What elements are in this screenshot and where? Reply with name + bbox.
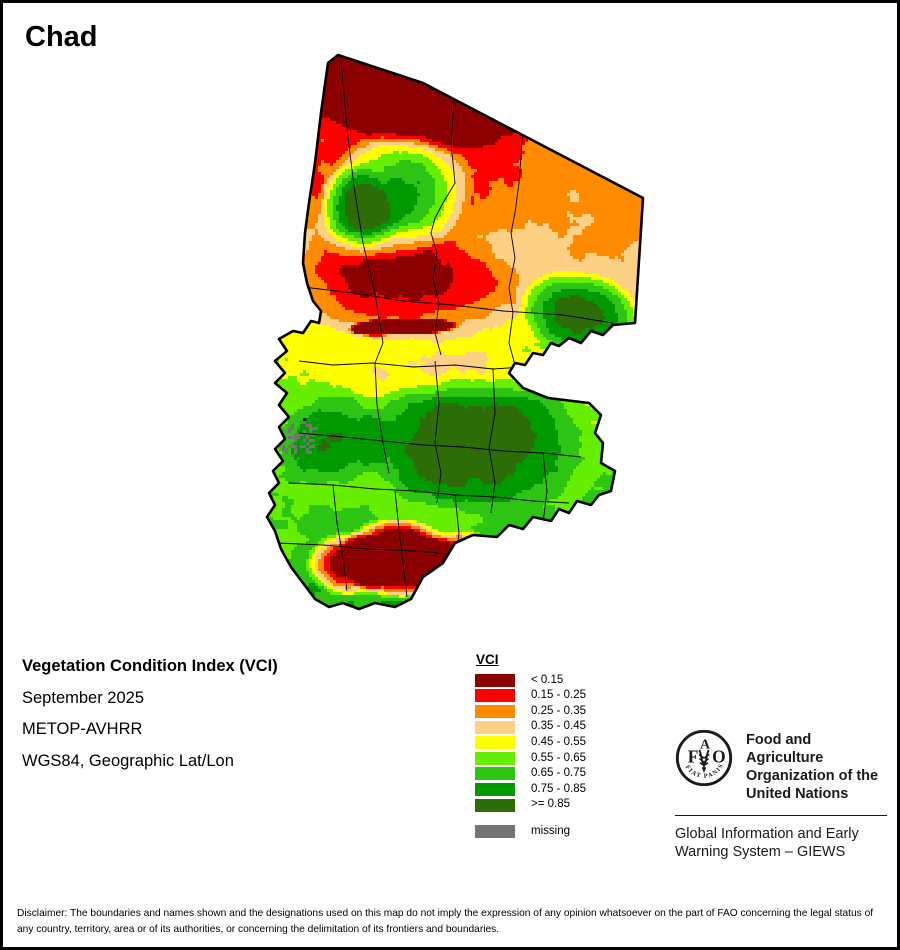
legend-entry-list: < 0.15 0.15 - 0.25 0.25 - 0.35 0.35 - 0.45 0… <box>475 673 635 840</box>
info-projection: WGS84, Geographic Lat/Lon <box>22 752 442 770</box>
vci-raster <box>267 55 643 609</box>
admin-boundary-lines <box>276 60 614 602</box>
chad-vci-choropleth <box>265 53 645 611</box>
legend-swatch <box>475 689 515 703</box>
legend-swatch <box>475 798 515 812</box>
legend-swatch <box>475 767 515 781</box>
legend-entry: 0.65 - 0.75 <box>475 766 635 782</box>
legend-swatch <box>475 673 515 687</box>
legend-label: 0.65 - 0.75 <box>531 768 586 780</box>
fao-org-line-2: Organization of the <box>746 767 887 785</box>
info-period: September 2025 <box>22 689 442 707</box>
legend-entry-missing: missing <box>475 824 635 840</box>
legend-label-missing: missing <box>531 825 570 838</box>
legend-swatch <box>475 751 515 765</box>
fao-org-line-1: Food and Agriculture <box>746 731 887 767</box>
legend-swatch <box>475 782 515 796</box>
legend-label: 0.25 - 0.35 <box>531 705 586 718</box>
fao-branding: F A O FIAT PANIS Food and Agriculture Or… <box>675 729 887 862</box>
legend-entry: 0.45 - 0.55 <box>475 735 635 751</box>
legend-entry: 0.75 - 0.85 <box>475 782 635 798</box>
map-canvas[interactable] <box>3 43 897 623</box>
legend-swatch <box>475 720 515 734</box>
legend-label: >= 0.85 <box>531 799 570 811</box>
fao-divider <box>675 814 887 816</box>
legend-label: < 0.15 <box>531 674 563 687</box>
legend-entry: 0.15 - 0.25 <box>475 688 635 704</box>
legend-label: 0.15 - 0.25 <box>531 690 586 702</box>
legend-label: 0.45 - 0.55 <box>531 736 586 749</box>
legend-entry: >= 0.85 <box>475 797 635 813</box>
country-outline <box>265 53 645 611</box>
legend-entry: 0.25 - 0.35 <box>475 704 635 720</box>
fao-org-line-3: United Nations <box>746 785 887 803</box>
legend-label: 0.55 - 0.65 <box>531 752 586 765</box>
info-product-title: Vegetation Condition Index (VCI) <box>22 658 442 675</box>
page-title: Chad <box>25 23 98 52</box>
giews-line-2: Warning System – GIEWS <box>675 843 887 862</box>
map-legend: VCI < 0.15 0.15 - 0.25 0.25 - 0.35 0.35 - 0… <box>475 653 635 839</box>
giews-line-1: Global Information and Early <box>675 825 887 844</box>
info-sensor: METOP-AVHRR <box>22 721 442 738</box>
fao-organization-name: Food and Agriculture Organization of the… <box>746 729 887 804</box>
legend-swatch <box>475 704 515 718</box>
legend-swatch-missing <box>475 825 515 839</box>
legend-swatch <box>475 736 515 750</box>
legend-title: VCI <box>475 653 635 667</box>
disclaimer-text: Disclaimer: The boundaries and names sho… <box>17 906 885 938</box>
legend-label: 0.75 - 0.85 <box>531 783 586 796</box>
map-info-block: Vegetation Condition Index (VCI) Septemb… <box>22 658 442 784</box>
legend-entry: 0.35 - 0.45 <box>475 719 635 735</box>
fao-logo-icon: F A O FIAT PANIS <box>675 729 733 787</box>
giews-system-name: Global Information and Early Warning Sys… <box>675 825 887 862</box>
legend-label: 0.35 - 0.45 <box>531 721 586 733</box>
legend-entry: < 0.15 <box>475 673 635 689</box>
legend-entry: 0.55 - 0.65 <box>475 750 635 766</box>
